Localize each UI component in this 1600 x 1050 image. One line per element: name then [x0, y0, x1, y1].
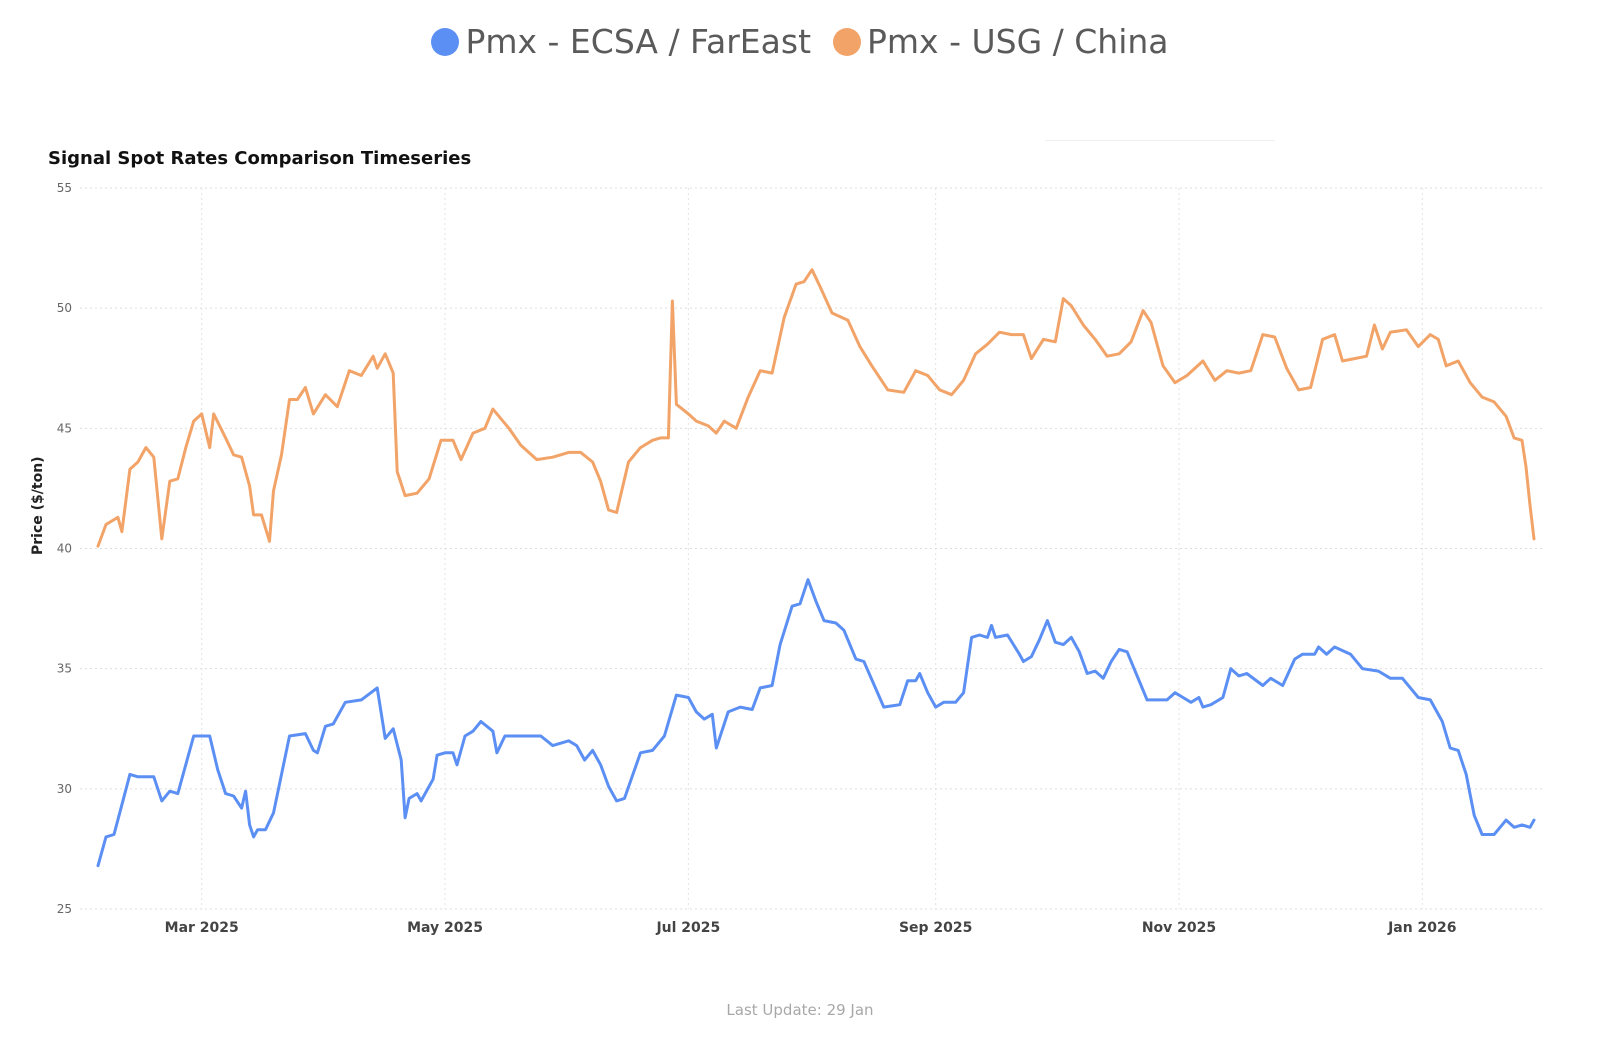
y-tick-label: 55	[57, 181, 72, 195]
y-tick-label: 50	[57, 301, 72, 315]
series-line-usg-china	[96, 268, 1536, 548]
y-tick-label: 30	[57, 782, 72, 796]
legend-label-ecsa-fareast: Pmx - ECSA / FarEast	[465, 22, 812, 61]
legend: Pmx - ECSA / FarEast Pmx - USG / China	[0, 22, 1600, 61]
x-tick-label: Jul 2025	[655, 920, 720, 936]
x-tick-label: Nov 2025	[1142, 920, 1216, 936]
legend-item-ecsa-fareast[interactable]: Pmx - ECSA / FarEast	[431, 22, 811, 61]
y-tick-label: 35	[57, 662, 72, 676]
divider	[1045, 140, 1275, 141]
chart-title: Signal Spot Rates Comparison Timeseries	[48, 148, 472, 169]
legend-marker-ecsa-fareast	[431, 27, 460, 56]
legend-label-usg-china: Pmx - USG / China	[867, 22, 1169, 61]
last-update-text: Last Update: 29 Jan	[726, 1001, 874, 1019]
y-tick-label: 45	[57, 421, 72, 435]
legend-marker-usg-china	[833, 27, 862, 56]
series-line-ecsa-fareast	[96, 578, 1536, 868]
x-tick-label: Mar 2025	[165, 920, 239, 936]
x-tick-label: Sep 2025	[899, 920, 972, 936]
y-tick-label: 25	[57, 902, 72, 916]
x-tick-label: May 2025	[407, 920, 483, 936]
legend-item-usg-china[interactable]: Pmx - USG / China	[833, 22, 1169, 61]
x-tick-label: Jan 2026	[1387, 920, 1456, 936]
y-tick-label: 40	[57, 542, 72, 556]
